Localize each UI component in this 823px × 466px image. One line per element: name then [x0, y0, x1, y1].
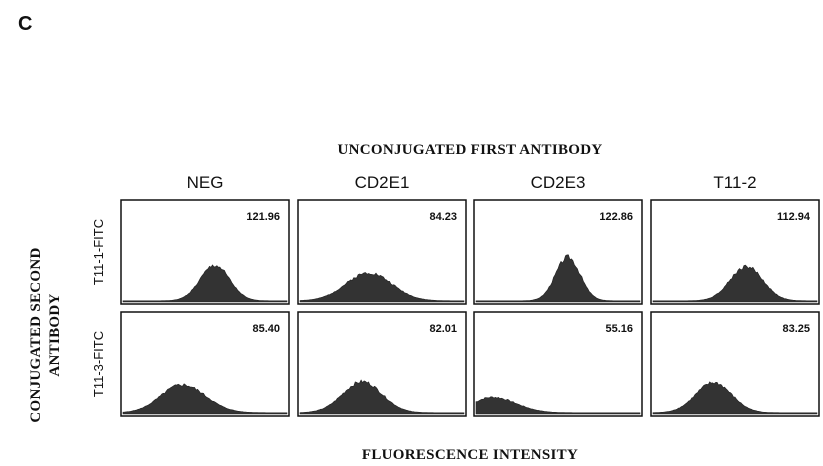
mean-fluorescence-value: 83.25 [782, 323, 810, 335]
histogram-grid: NEG CD2E1 CD2E3 T11-2 T11-1-FITC T11-3-FITC 12… [91, 173, 820, 417]
histogram-curve [475, 254, 641, 303]
histogram-curve [652, 264, 818, 303]
y-axis-title-line-1: CONJUGATED SECOND [28, 247, 44, 422]
histogram-panel: 82.01 [297, 311, 467, 417]
x-axis-title: FLUORESCENCE INTENSITY [362, 447, 578, 463]
histogram-panel: 85.40 [120, 311, 290, 417]
histogram-curve [475, 396, 641, 415]
mean-fluorescence-value: 122.86 [599, 211, 633, 223]
mean-fluorescence-value: 112.94 [777, 211, 811, 223]
y-axis-title: CONJUGATED SECOND ANTIBODY [28, 247, 63, 422]
histogram-curve [122, 383, 288, 415]
histogram-curve [299, 379, 465, 415]
mean-fluorescence-value: 85.40 [252, 323, 280, 335]
mean-fluorescence-value: 84.23 [429, 211, 457, 223]
histogram-panel: 122.86 [473, 199, 643, 305]
column-label: NEG [187, 173, 224, 192]
row-label: T11-3-FITC [91, 331, 106, 397]
histogram-panel: 55.16 [473, 311, 643, 417]
mean-fluorescence-value: 121.96 [246, 211, 280, 223]
chart-title: UNCONJUGATED FIRST ANTIBODY [337, 142, 602, 158]
histogram-panel: 112.94 [650, 199, 820, 305]
row-label: T11-1-FITC [91, 219, 106, 285]
histogram-curve [652, 381, 818, 415]
column-label: T11-2 [713, 173, 756, 192]
column-label: CD2E3 [531, 173, 586, 192]
histogram-panel: 84.23 [297, 199, 467, 305]
histogram-curve [122, 264, 288, 303]
mean-fluorescence-value: 55.16 [605, 323, 633, 335]
mean-fluorescence-value: 82.01 [429, 323, 457, 335]
histogram-curve [299, 272, 465, 303]
histogram-panel: 121.96 [120, 199, 290, 305]
y-axis-title-line-2: ANTIBODY [47, 293, 63, 376]
panel-letter: C [18, 13, 32, 35]
column-label: CD2E1 [355, 173, 410, 192]
histogram-panel: 83.25 [650, 311, 820, 417]
